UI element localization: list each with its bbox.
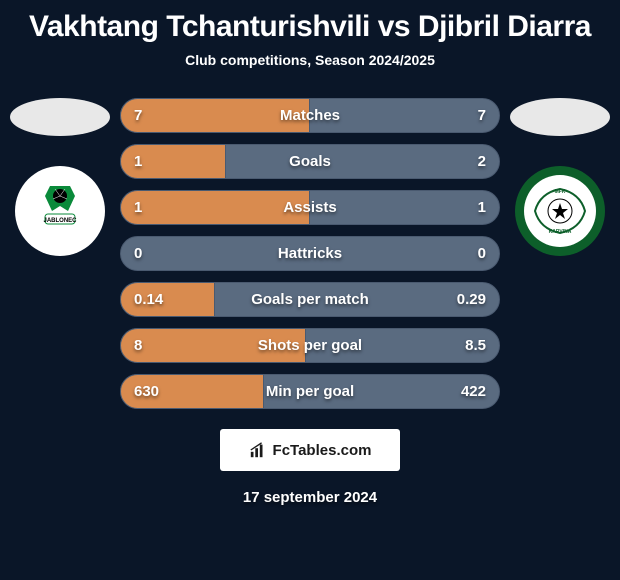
stat-value-left: 7: [134, 107, 142, 124]
stat-row: 0.14 Goals per match 0.29: [120, 282, 500, 317]
stats-column: 7 Matches 7 1 Goals 2 1 Assists 1 0 Hattricks 0 0.14…: [120, 98, 500, 409]
stat-value-left: 8: [134, 337, 142, 354]
svg-text:MFK: MFK: [555, 189, 566, 195]
jablonec-logo-icon: JABLONEC: [30, 181, 90, 241]
comparison-card: Vakhtang Tchanturishvili vs Djibril Diar…: [0, 0, 620, 580]
stat-label: Min per goal: [266, 383, 354, 400]
stat-value-right: 0.29: [457, 291, 486, 308]
stat-row: 1 Assists 1: [120, 190, 500, 225]
stat-value-right: 1: [478, 199, 486, 216]
stat-value-left: 0: [134, 245, 142, 262]
stat-value-left: 0.14: [134, 291, 163, 308]
stat-row: 8 Shots per goal 8.5: [120, 328, 500, 363]
content-row: JABLONEC 7 Matches 7 1 Goals 2 1 Assists 1 0 Hattr…: [0, 98, 620, 409]
karvina-logo-icon: MFK KARVINA: [530, 181, 590, 241]
club-badge-right-inner: MFK KARVINA: [524, 175, 596, 247]
brand-text: FcTables.com: [273, 442, 372, 459]
left-player-col: JABLONEC: [10, 98, 110, 256]
stat-row: 630 Min per goal 422: [120, 374, 500, 409]
stat-label: Assists: [283, 199, 336, 216]
stat-value-left: 630: [134, 383, 159, 400]
page-title: Vakhtang Tchanturishvili vs Djibril Diar…: [29, 10, 591, 44]
stat-label: Goals: [289, 153, 331, 170]
club-badge-right: MFK KARVINA: [515, 166, 605, 256]
stat-value-right: 8.5: [465, 337, 486, 354]
stat-label: Matches: [280, 107, 340, 124]
stat-row: 0 Hattricks 0: [120, 236, 500, 271]
chart-icon: [249, 441, 267, 459]
stat-value-right: 0: [478, 245, 486, 262]
date-text: 17 september 2024: [243, 489, 377, 506]
stat-value-right: 7: [478, 107, 486, 124]
club-badge-left-inner: JABLONEC: [23, 174, 98, 249]
stat-label: Goals per match: [251, 291, 369, 308]
stat-value-right: 2: [478, 153, 486, 170]
svg-text:JABLONEC: JABLONEC: [43, 218, 77, 224]
stat-label: Hattricks: [278, 245, 342, 262]
svg-text:KARVINA: KARVINA: [549, 229, 572, 235]
player-photo-placeholder-left: [10, 98, 110, 136]
brand-badge[interactable]: FcTables.com: [220, 429, 400, 471]
stat-bar-left: [120, 190, 310, 225]
stat-value-left: 1: [134, 199, 142, 216]
stat-row: 7 Matches 7: [120, 98, 500, 133]
stat-label: Shots per goal: [258, 337, 362, 354]
stat-value-left: 1: [134, 153, 142, 170]
club-badge-left: JABLONEC: [15, 166, 105, 256]
stat-row: 1 Goals 2: [120, 144, 500, 179]
subtitle: Club competitions, Season 2024/2025: [185, 52, 435, 68]
stat-value-right: 422: [461, 383, 486, 400]
right-player-col: MFK KARVINA: [510, 98, 610, 256]
player-photo-placeholder-right: [510, 98, 610, 136]
